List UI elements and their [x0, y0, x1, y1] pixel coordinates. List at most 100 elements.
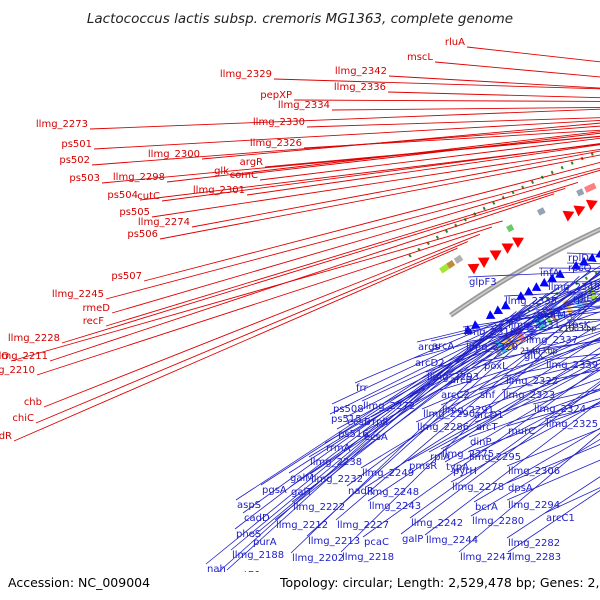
reverse-gene-labels: llmg_2170metB1nahllmg_2188pheSpurAcadDas… — [203, 252, 600, 596]
label-leader-line — [101, 136, 600, 184]
label-leader-line — [367, 347, 600, 502]
gene-label-forward: ps502 — [59, 155, 90, 166]
gene-label-forward: llmg_2211 — [0, 351, 48, 362]
gene-label-reverse: llmg_2248 — [367, 487, 419, 498]
label-leader-line — [159, 154, 600, 240]
feature-band-outer — [584, 182, 597, 193]
gene-label-forward: llmg_2326 — [250, 138, 302, 149]
reverse-gene-arrow — [539, 277, 550, 287]
gene-label-reverse: llmg_2238 — [310, 457, 362, 468]
label-leader-line — [36, 226, 493, 376]
gene-label-forward: chb — [24, 397, 42, 408]
label-leader-line — [424, 400, 600, 536]
label-leader-line — [464, 320, 600, 343]
label-leader-line — [235, 281, 569, 501]
gene-label-reverse: llmg_2278 — [452, 482, 504, 493]
label-leader-line — [467, 402, 600, 453]
gene-label-forward: pepXP — [260, 90, 292, 101]
label-leader-line — [400, 383, 600, 535]
forward-gene-arrow — [562, 210, 575, 222]
gene-label-reverse: llmg_2243 — [369, 501, 421, 512]
label-leader-line — [387, 91, 600, 99]
gene-label-forward: ps504 — [107, 190, 138, 201]
gene-label-reverse: llmg_2318 — [464, 327, 516, 338]
forward-gene-arrow — [573, 205, 586, 217]
gene-label-reverse: arcC1 — [546, 513, 575, 524]
label-leader-line — [473, 427, 600, 503]
gene-label-forward: ps506 — [127, 229, 158, 240]
gene-label-reverse: llmg_2247 — [460, 552, 512, 563]
gene-label-reverse: llmg_2242 — [411, 518, 463, 529]
gene-label-reverse: llmg_2291 — [442, 405, 494, 416]
gene-label-reverse: llmg_2282 — [508, 538, 560, 549]
reverse-gene-arrow — [486, 310, 496, 319]
gene-label-forward: llmg_2274 — [138, 217, 190, 228]
label-leader-line — [274, 270, 591, 521]
accession-text: Accession: NC_009004 — [8, 575, 150, 590]
gene-label-reverse: llmg_2218 — [342, 552, 394, 563]
gene-label-reverse: llmg_2339 — [546, 360, 598, 371]
gene-label-reverse: llmg_2227 — [337, 520, 389, 531]
forward-gene-labels: padRchiC chb llmg_2210 hslOllmg_2211 llmg_22… — [0, 37, 600, 442]
gene-label-reverse: galM — [290, 473, 314, 484]
label-leader-line — [151, 148, 600, 218]
label-leader-line — [439, 341, 600, 391]
label-leader-line — [259, 137, 600, 181]
label-leader-line — [306, 117, 600, 128]
gene-label-forward: glk — [214, 166, 229, 177]
label-leader-line — [93, 120, 600, 150]
gene-label-forward: llmg_2330 — [253, 117, 305, 128]
label-leader-line — [331, 278, 600, 405]
label-leader-line — [340, 295, 600, 553]
gene-label-reverse: llmg_2212 — [276, 520, 328, 531]
label-leader-line — [430, 300, 600, 342]
gene-label-reverse: llmg_2275 — [442, 449, 494, 460]
label-leader-line — [226, 317, 507, 571]
forward-gene-arrow — [585, 199, 598, 211]
label-leader-line — [49, 193, 555, 362]
forward-gene-arrow — [467, 263, 480, 275]
gene-label-forward: llmg_2301 — [193, 185, 245, 196]
gene-label-reverse: pgsA — [262, 485, 287, 496]
gene-label-forward: rluA — [445, 37, 465, 48]
tick-label: 2160 kbp — [559, 324, 597, 333]
gene-label-reverse: llmg_2286 — [417, 422, 469, 433]
gene-label-reverse: ps508 — [333, 404, 364, 415]
gene-label-reverse: llmg_2348 — [548, 282, 600, 293]
feature-band-outer — [576, 188, 585, 197]
label-leader-line — [242, 287, 559, 514]
footer-background — [0, 572, 600, 600]
gene-label-forward: ps507 — [111, 271, 142, 282]
label-leader-line — [89, 108, 600, 130]
gene-label-forward: mscL — [407, 52, 433, 63]
label-leader-line — [425, 311, 600, 373]
gene-label-reverse: aspS — [237, 500, 261, 511]
feature-band-inner — [523, 321, 537, 337]
gene-label-reverse: galP — [402, 534, 423, 545]
forward-strand-track — [467, 199, 598, 275]
label-leader-line — [451, 388, 600, 467]
label-leader-line — [230, 304, 528, 551]
label-leader-line — [331, 107, 600, 111]
label-leader-line — [468, 389, 600, 438]
gene-label-reverse: rplE — [573, 294, 593, 305]
gene-label-forward: argR — [240, 157, 263, 168]
forward-gene-arrow — [489, 250, 502, 261]
gene-label-reverse: llmg_2337 — [526, 335, 578, 346]
gene-label-reverse: ecsA — [364, 432, 388, 443]
reverse-gene-arrow — [595, 249, 600, 258]
label-leader-line — [139, 143, 600, 201]
gene-label-forward: padR — [0, 431, 12, 442]
reverse-gene-arrow — [524, 286, 534, 296]
reverse-gene-arrow — [571, 261, 581, 270]
label-leader-line — [440, 337, 600, 406]
topology-text: Topology: circular; Length: 2,529,478 bp… — [279, 575, 600, 590]
label-leader-line — [434, 61, 600, 78]
label-leader-line — [335, 293, 600, 521]
reverse-gene-arrow — [531, 282, 542, 291]
feature-band-inner — [514, 327, 527, 343]
gene-label-reverse: dpsA — [508, 483, 533, 494]
gene-label-reverse: llmg_2323 — [503, 390, 555, 401]
feature-band-outer — [446, 259, 456, 269]
label-leader-line — [191, 150, 600, 228]
